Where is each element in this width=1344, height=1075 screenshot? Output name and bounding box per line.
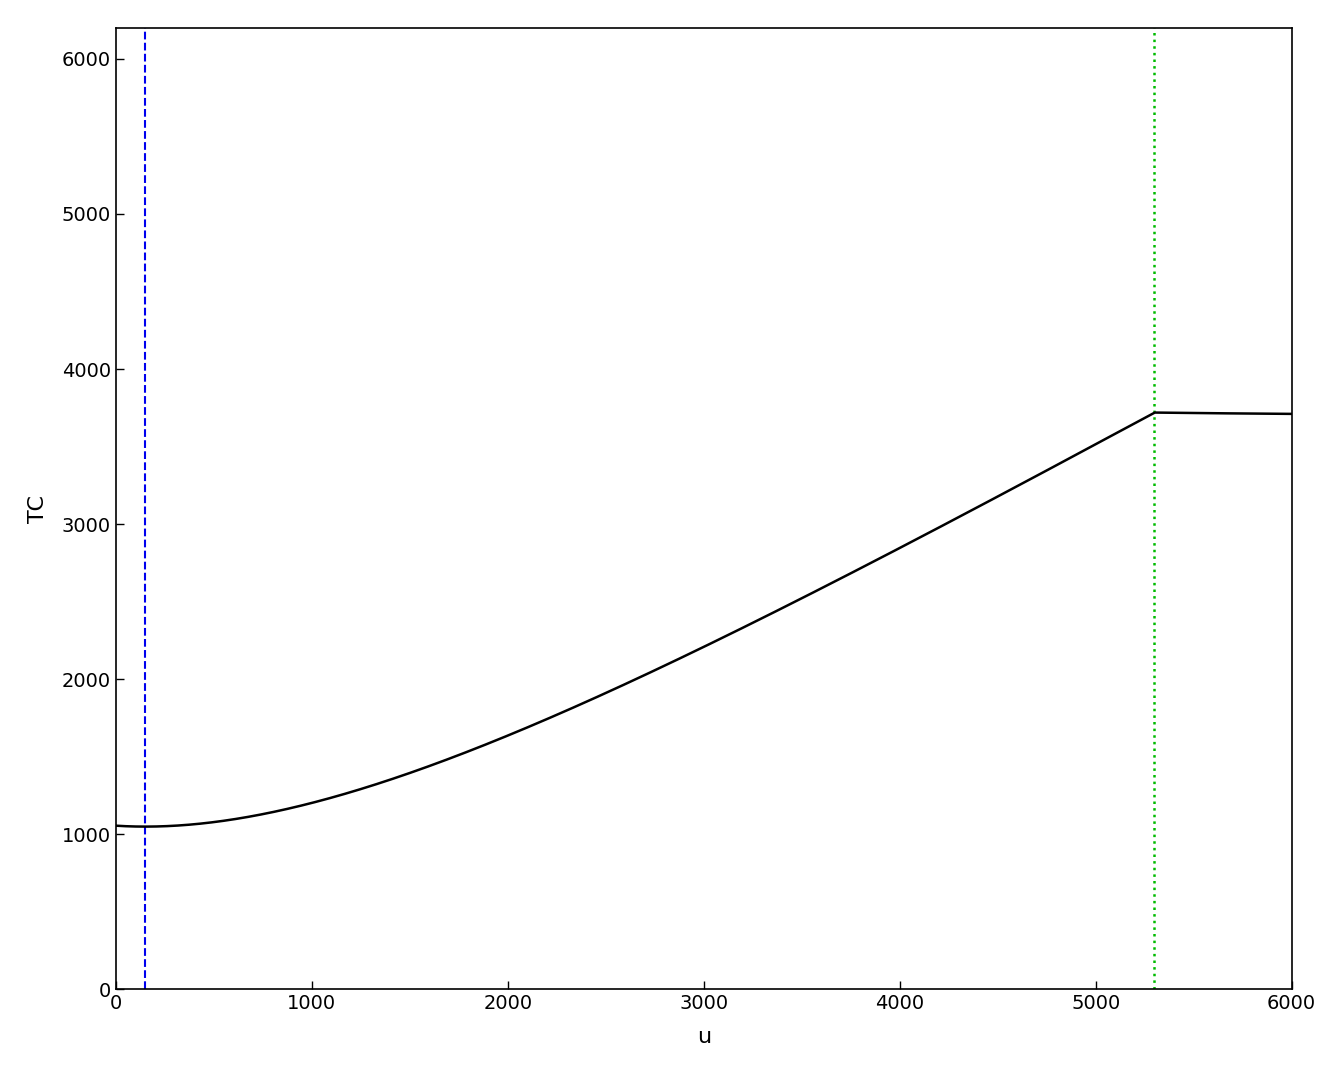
X-axis label: u: u — [696, 1028, 711, 1047]
Y-axis label: TC: TC — [28, 494, 48, 522]
